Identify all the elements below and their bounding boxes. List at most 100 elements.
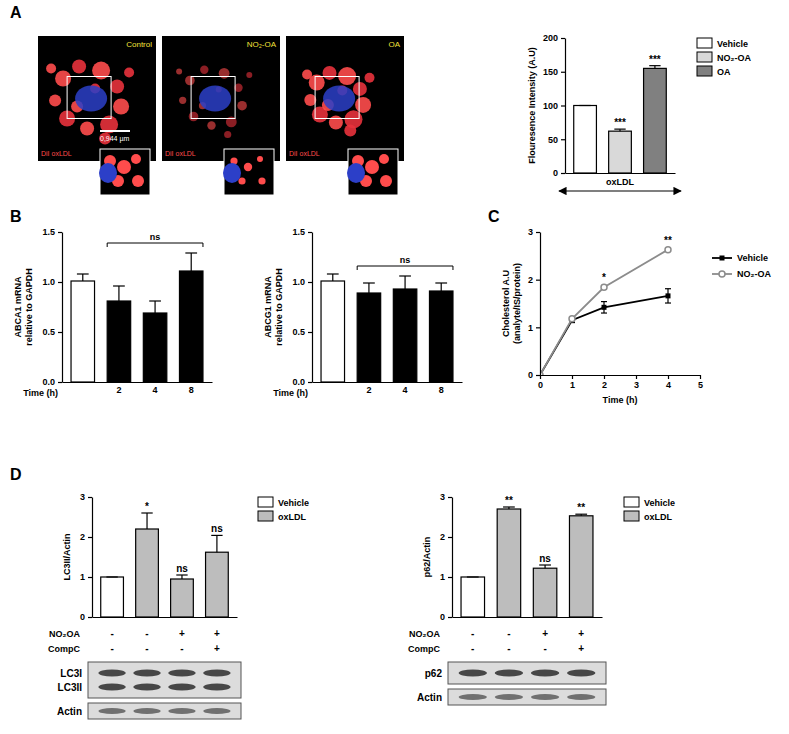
- error-cap: [435, 282, 447, 283]
- y-tick-mark: [561, 173, 565, 174]
- band: [495, 670, 523, 677]
- bar-chart: 0.00.51.01.5248ABCG1 mRNArelative to GAP…: [263, 227, 463, 398]
- bar: [71, 281, 94, 382]
- significance: ***: [614, 117, 626, 128]
- error-cap: [399, 275, 411, 276]
- inset: [100, 149, 150, 195]
- y-tick-mark: [88, 577, 92, 578]
- y-axis-line: [540, 233, 541, 376]
- condition-value: -: [145, 628, 148, 639]
- error-bar: [503, 507, 515, 509]
- band-label: LC3II: [58, 682, 83, 693]
- y-tick-label: 0: [80, 612, 85, 622]
- y-tick-mark: [561, 72, 565, 73]
- y-tick-mark: [308, 382, 312, 383]
- panel-label: A: [10, 4, 22, 21]
- x-axis-title: oxLDL: [606, 177, 635, 187]
- y-tick-label: 100: [543, 101, 558, 111]
- x-axis-title: Time (h): [273, 388, 308, 398]
- error-cap: [141, 512, 152, 513]
- nucleus: [323, 86, 355, 112]
- line-chart: 0123450123Time (h)Cholesterol A.U(analyt…: [501, 227, 771, 405]
- lipid-droplet: [124, 68, 134, 78]
- micrograph: NO₂-OADiI oxLDL: [162, 36, 280, 195]
- y-tick: 0.0: [292, 377, 312, 387]
- x-tick: 4: [403, 385, 408, 395]
- x-axis: 248: [313, 383, 463, 396]
- band: [168, 684, 195, 691]
- x-axis-title: Time (h): [603, 395, 638, 405]
- legend-swatch: [697, 52, 712, 62]
- y-tick: 3: [528, 227, 540, 237]
- band: [168, 708, 195, 714]
- y-axis: 0123: [440, 492, 453, 622]
- bar: [101, 577, 124, 617]
- bar-chart: 0.00.51.01.5248ABCA1 mRNArelative to GAP…: [13, 227, 213, 398]
- y-tick: 2: [80, 532, 92, 542]
- stain-label: DiI oxLDL: [41, 150, 72, 157]
- x-tick-label: 4: [403, 385, 408, 395]
- inset-nucleus: [347, 163, 365, 183]
- y-tick-label: 1: [528, 323, 533, 333]
- significance: ns: [211, 523, 223, 534]
- legend-swatch: [624, 511, 639, 521]
- inset-droplet: [257, 156, 263, 162]
- bracket: [357, 266, 453, 270]
- x-tick-label: 2: [116, 385, 121, 395]
- y-tick-label: 1.0: [292, 277, 305, 287]
- lipid-droplet: [46, 64, 56, 74]
- y-tick: 0.5: [292, 327, 312, 337]
- x-tick-label: 2: [366, 385, 371, 395]
- significance: **: [664, 235, 672, 246]
- lipid-droplet: [185, 76, 195, 86]
- error-bar: [614, 129, 625, 131]
- x-tick: 5: [698, 375, 703, 390]
- condition-value: -: [471, 643, 474, 654]
- band-label: Actin: [57, 706, 82, 717]
- y-tick-label: 0.5: [292, 327, 305, 337]
- x-tick-mark: [668, 375, 669, 379]
- condition-value: +: [214, 643, 220, 654]
- significance: **: [505, 495, 513, 506]
- legend-swatch: [697, 66, 712, 76]
- error-cap: [649, 65, 660, 66]
- x-tick-label: 5: [698, 380, 703, 390]
- y-tick-label: 0.0: [42, 377, 55, 387]
- condition-value: -: [180, 643, 183, 654]
- band: [168, 670, 195, 677]
- error-bar: [579, 105, 590, 106]
- lipid-droplet: [246, 72, 252, 78]
- bracket-label: ns: [400, 255, 411, 265]
- point: [602, 305, 607, 310]
- band: [203, 684, 230, 691]
- y-tick-mark: [88, 497, 92, 498]
- error-cap: [467, 576, 479, 577]
- legend-swatch: [258, 497, 273, 507]
- condition-value: -: [543, 643, 546, 654]
- plot-area: [71, 253, 203, 382]
- y-tick-label: 3: [440, 492, 445, 502]
- y-tick-mark: [308, 332, 312, 333]
- inset-droplet: [379, 154, 389, 164]
- y-axis: 050100150200: [543, 33, 566, 178]
- inset-droplet: [258, 177, 265, 184]
- error-cap: [113, 285, 125, 286]
- y-tick-mark: [536, 280, 540, 281]
- western-blot: p62Actin: [417, 662, 606, 705]
- error-cap: [185, 252, 197, 253]
- error-bar: [141, 513, 152, 529]
- x-axis-line: [63, 382, 213, 383]
- band-label: LC3I: [60, 668, 82, 679]
- y-tick-label: 0: [528, 370, 533, 380]
- band: [98, 708, 125, 714]
- y-tick-label: 0.5: [42, 327, 55, 337]
- y-axis: 0123: [80, 492, 93, 622]
- y-tick: 150: [543, 67, 565, 77]
- inset-nucleus: [99, 163, 117, 183]
- y-tick-mark: [88, 537, 92, 538]
- y-tick: 0.0: [42, 377, 62, 387]
- x-axis: [566, 173, 676, 174]
- y-tick-label: 1.5: [292, 227, 305, 237]
- plot-area: [101, 513, 229, 617]
- error-stem: [216, 535, 217, 552]
